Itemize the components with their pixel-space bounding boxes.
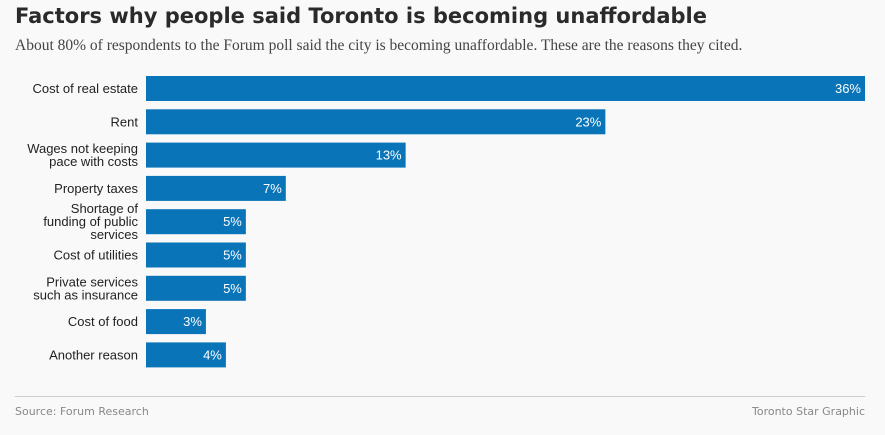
source-note: Source: Forum Research xyxy=(15,405,149,418)
category-label: Cost of food xyxy=(68,314,138,329)
bar xyxy=(146,109,606,135)
value-label: 5% xyxy=(223,214,242,229)
value-label: 23% xyxy=(575,114,601,129)
bar xyxy=(146,242,246,268)
category-label: Shortage of funding of public services xyxy=(43,201,138,242)
chart-title: Factors why people said Toronto is becom… xyxy=(15,4,707,28)
value-label: 5% xyxy=(223,248,242,263)
bar xyxy=(146,275,246,301)
value-label: 7% xyxy=(263,181,282,196)
category-label: Rent xyxy=(111,114,139,129)
footer-divider xyxy=(15,396,865,397)
category-label: Property taxes xyxy=(54,181,138,196)
chart-subtitle: About 80% of respondents to the Forum po… xyxy=(15,37,743,54)
bar xyxy=(146,142,406,168)
value-label: 36% xyxy=(835,81,861,96)
bar xyxy=(146,309,206,335)
bar-chart: 36% Cost of real estate 23% Rent 13% Wages no… xyxy=(27,76,865,368)
category-label: Cost of real estate xyxy=(33,81,139,96)
value-label: 5% xyxy=(223,281,242,296)
graphic-credit: Toronto Star Graphic xyxy=(751,405,865,418)
category-label: Wages not keeping pace with costs xyxy=(27,141,138,169)
value-label: 4% xyxy=(203,347,222,362)
bar xyxy=(146,175,286,201)
bar xyxy=(146,342,226,368)
value-label: 3% xyxy=(183,314,202,329)
bar xyxy=(146,209,246,235)
bar xyxy=(146,76,865,101)
category-label: Cost of utilities xyxy=(53,248,138,263)
category-label: Another reason xyxy=(49,347,138,362)
value-label: 13% xyxy=(376,148,402,163)
category-label: Private services such as insurance xyxy=(33,274,138,302)
